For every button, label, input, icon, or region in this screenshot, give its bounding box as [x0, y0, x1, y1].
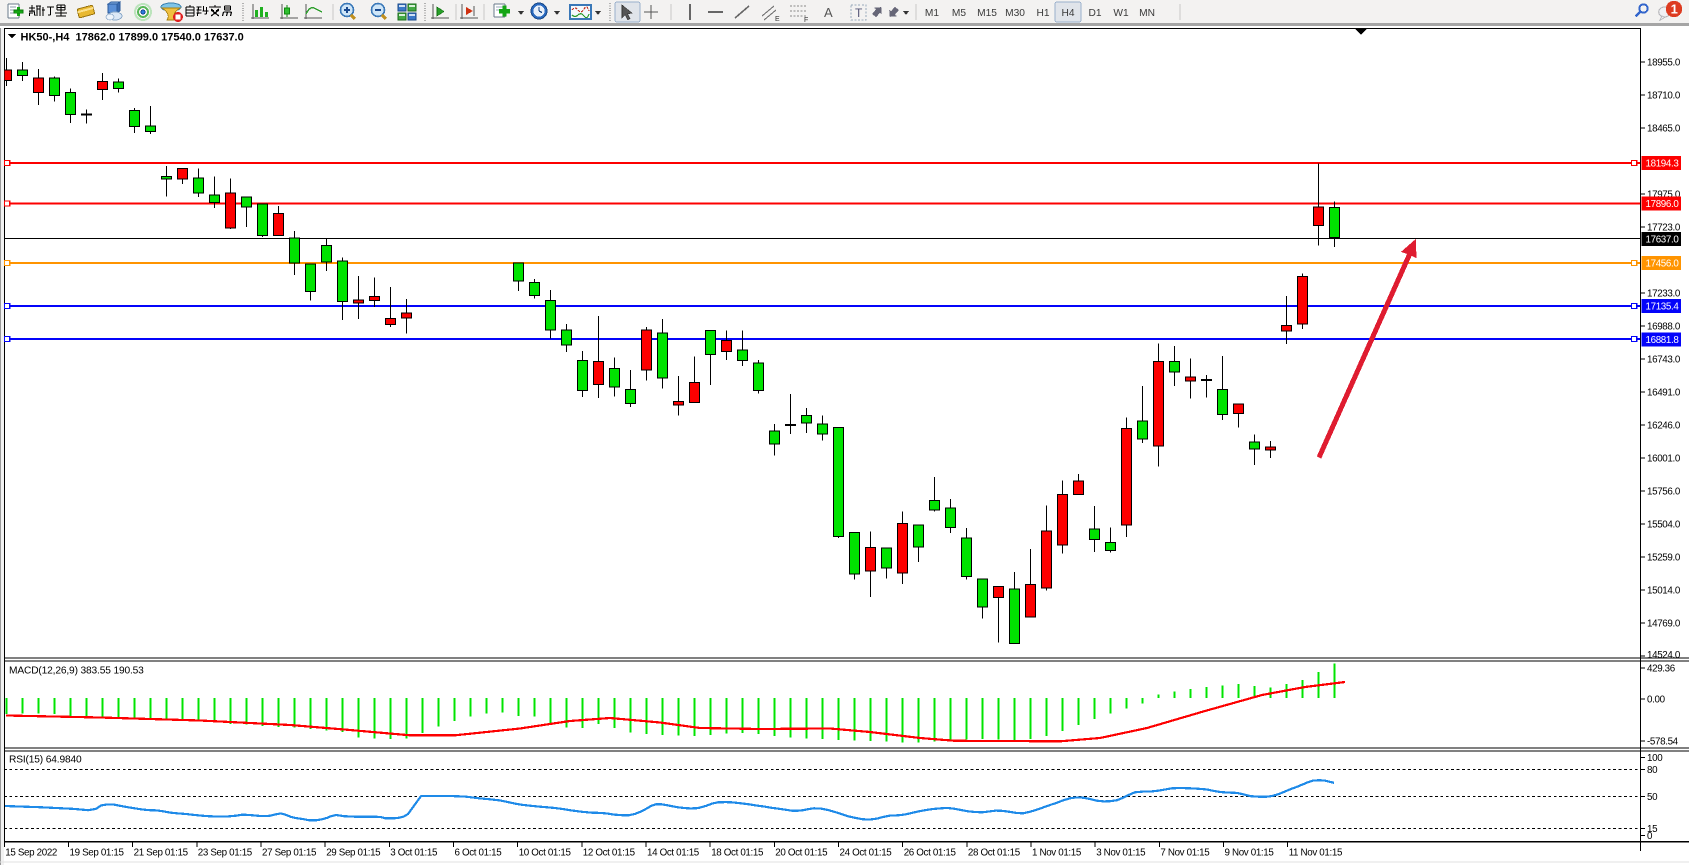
svg-text:3 Oct 01:15: 3 Oct 01:15	[390, 847, 438, 858]
svg-text:27 Sep 01:15: 27 Sep 01:15	[262, 847, 317, 858]
svg-text:H4: H4	[1061, 8, 1074, 19]
svg-text:17723.0: 17723.0	[1647, 223, 1681, 234]
svg-text:16988.0: 16988.0	[1647, 322, 1681, 333]
svg-text:18955.0: 18955.0	[1647, 58, 1681, 69]
svg-text:H1: H1	[1036, 8, 1049, 19]
svg-text:MACD(12,26,9) 383.55 190.53: MACD(12,26,9) 383.55 190.53	[9, 666, 144, 677]
svg-text:M1: M1	[925, 8, 939, 19]
svg-text:429.36: 429.36	[1647, 664, 1676, 675]
svg-text:18465.0: 18465.0	[1647, 124, 1681, 135]
svg-text:T: T	[855, 6, 863, 20]
svg-text:18 Oct 01:15: 18 Oct 01:15	[711, 847, 764, 858]
svg-text:MN: MN	[1139, 8, 1155, 19]
svg-text:23 Sep 01:15: 23 Sep 01:15	[198, 847, 253, 858]
svg-text:19 Sep 01:15: 19 Sep 01:15	[70, 847, 125, 858]
svg-text:15 Sep 2022: 15 Sep 2022	[5, 847, 57, 858]
svg-text:6 Oct 01:15: 6 Oct 01:15	[455, 847, 503, 858]
svg-text:16001.0: 16001.0	[1647, 454, 1681, 465]
svg-text:10 Oct 01:15: 10 Oct 01:15	[519, 847, 572, 858]
svg-text:12 Oct 01:15: 12 Oct 01:15	[583, 847, 636, 858]
svg-text:W1: W1	[1113, 8, 1129, 19]
svg-text:15504.0: 15504.0	[1647, 520, 1681, 531]
svg-text:15014.0: 15014.0	[1647, 586, 1681, 597]
svg-text:14524.0: 14524.0	[1647, 650, 1681, 661]
svg-text:16881.8: 16881.8	[1646, 335, 1680, 346]
svg-text:D1: D1	[1088, 8, 1101, 19]
svg-text:15756.0: 15756.0	[1647, 487, 1681, 498]
svg-text:3 Nov 01:15: 3 Nov 01:15	[1096, 847, 1146, 858]
svg-text:A: A	[824, 5, 833, 20]
svg-text:17233.0: 17233.0	[1647, 289, 1681, 300]
svg-text:HK50-,H4 17862.0 17899.0 1754: HK50-,H4 17862.0 17899.0 17540.0 17637.0	[21, 32, 244, 44]
svg-text:15: 15	[1647, 824, 1658, 835]
svg-text:M5: M5	[952, 8, 966, 19]
svg-text:-578.54: -578.54	[1647, 737, 1679, 748]
svg-text:14 Oct 01:15: 14 Oct 01:15	[647, 847, 700, 858]
svg-text:17456.0: 17456.0	[1646, 259, 1680, 270]
svg-text:RSI(15) 64.9840: RSI(15) 64.9840	[9, 755, 82, 766]
svg-text:0.00: 0.00	[1647, 695, 1666, 706]
svg-text:80: 80	[1647, 765, 1658, 776]
svg-text:21 Sep 01:15: 21 Sep 01:15	[134, 847, 189, 858]
svg-text:E: E	[775, 16, 780, 23]
svg-text:18194.3: 18194.3	[1646, 159, 1680, 170]
svg-text:1: 1	[1671, 2, 1678, 17]
svg-text:0: 0	[1647, 831, 1653, 842]
svg-text:9 Nov 01:15: 9 Nov 01:15	[1225, 847, 1275, 858]
svg-text:M30: M30	[1005, 8, 1025, 19]
svg-text:17896.0: 17896.0	[1646, 199, 1680, 210]
svg-text:24 Oct 01:15: 24 Oct 01:15	[840, 847, 893, 858]
svg-text:26 Oct 01:15: 26 Oct 01:15	[904, 847, 957, 858]
svg-text:17135.4: 17135.4	[1646, 302, 1680, 313]
svg-text:16743.0: 16743.0	[1647, 355, 1681, 366]
svg-text:18710.0: 18710.0	[1647, 91, 1681, 102]
svg-text:20 Oct 01:15: 20 Oct 01:15	[775, 847, 828, 858]
svg-text:16246.0: 16246.0	[1647, 421, 1681, 432]
svg-text:28 Oct 01:15: 28 Oct 01:15	[968, 847, 1021, 858]
svg-text:7 Nov 01:15: 7 Nov 01:15	[1160, 847, 1210, 858]
svg-text:17637.0: 17637.0	[1646, 235, 1680, 246]
svg-text:11 Nov 01:15: 11 Nov 01:15	[1289, 847, 1343, 858]
svg-text:50: 50	[1647, 792, 1658, 803]
svg-text:M15: M15	[977, 8, 997, 19]
svg-text:29 Sep 01:15: 29 Sep 01:15	[326, 847, 381, 858]
svg-text:F: F	[804, 17, 808, 24]
svg-text:14769.0: 14769.0	[1647, 619, 1681, 630]
svg-text:16491.0: 16491.0	[1647, 388, 1681, 399]
svg-text:100: 100	[1647, 753, 1663, 764]
svg-text:17975.0: 17975.0	[1647, 190, 1681, 201]
svg-text:15259.0: 15259.0	[1647, 553, 1681, 564]
svg-text:1 Nov 01:15: 1 Nov 01:15	[1032, 847, 1082, 858]
